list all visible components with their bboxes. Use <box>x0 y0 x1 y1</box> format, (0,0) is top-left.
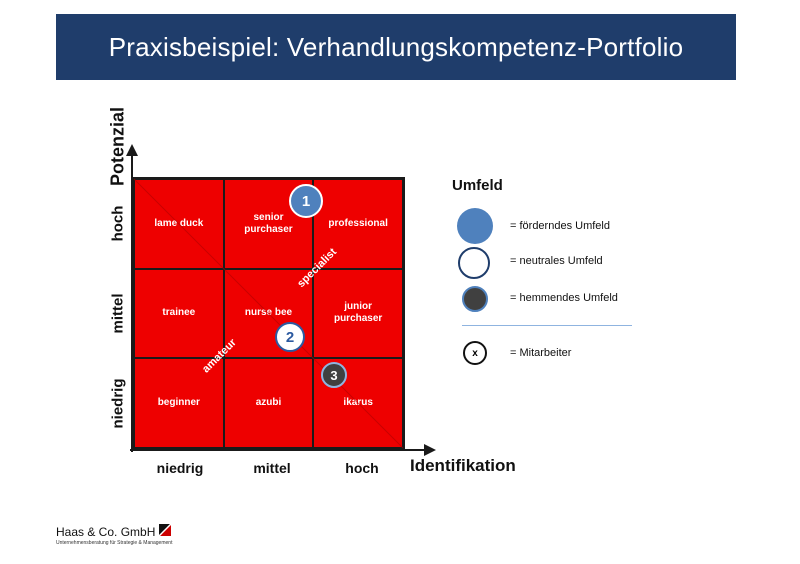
employee-marker-1: 1 <box>289 184 323 218</box>
col-label-niedrig: niedrig <box>156 460 204 476</box>
legend-swatch-foerderndes <box>457 208 493 244</box>
slide-title: Praxisbeispiel: Verhandlungskompetenz-Po… <box>56 14 736 80</box>
legend-text-neutrales: = neutrales Umfeld <box>510 255 603 267</box>
col-label-hoch: hoch <box>345 460 379 476</box>
legend-divider <box>462 325 632 326</box>
row-label-mittel: mittel <box>109 293 127 334</box>
legend-title: Umfeld <box>452 177 503 194</box>
employee-marker-2: 2 <box>275 322 305 352</box>
footer-company-name: Haas & Co. GmbH <box>56 525 156 539</box>
x-axis-label: Identifikation <box>410 456 516 475</box>
cell-junior-purchaser-text: junior purchaser <box>333 301 383 325</box>
cell-senior-purchaser-text: senior purchaser <box>244 211 293 235</box>
cell-junior-purchaser: junior purchaser <box>313 268 403 359</box>
legend-text-foerderndes: = förderndes Umfeld <box>510 220 610 232</box>
col-label-mittel: mittel <box>253 460 291 476</box>
footer-tagline: Unternehmensberatung für Strategie & Man… <box>56 540 173 546</box>
company-logo-icon <box>159 524 171 536</box>
legend-employee-symbol: x <box>463 341 487 365</box>
legend-swatch-hemmendes <box>462 286 488 312</box>
portfolio-matrix: lame duck senior purchaser professional … <box>132 177 405 450</box>
legend-text-hemmendes: = hemmendes Umfeld <box>510 292 618 304</box>
row-label-niedrig: niedrig <box>109 378 127 429</box>
row-label-hoch: hoch <box>109 205 127 242</box>
legend-swatch-neutrales <box>458 247 490 279</box>
cell-azubi: azubi <box>223 358 314 448</box>
legend-text-mitarbeiter: = Mitarbeiter <box>510 347 572 359</box>
x-axis-arrow <box>424 444 436 456</box>
employee-marker-3: 3 <box>321 362 347 388</box>
cell-lame-duck: lame duck <box>134 179 224 269</box>
cell-trainee: trainee <box>134 268 224 359</box>
